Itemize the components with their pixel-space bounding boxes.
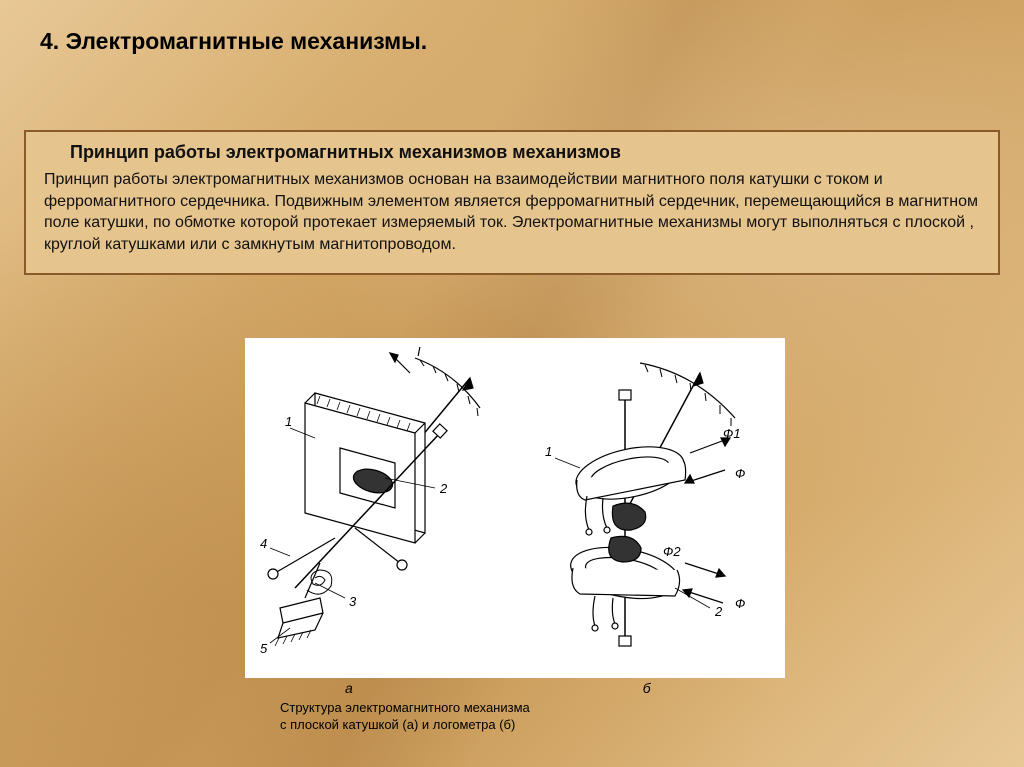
label-2b: 2 bbox=[714, 604, 723, 619]
mechanism-diagram: I 1 2 3 4 5 bbox=[245, 338, 785, 678]
figure-caption: Структура электромагнитного механизма с … bbox=[280, 700, 750, 734]
label-phi-l: Ф bbox=[735, 596, 745, 611]
label-1a: 1 bbox=[285, 414, 292, 429]
diagram-panel: I 1 2 3 4 5 bbox=[245, 338, 785, 678]
label-3a: 3 bbox=[349, 594, 357, 609]
caption-line1: Структура электромагнитного механизма bbox=[280, 700, 750, 717]
page-title: 4. Электромагнитные механизмы. bbox=[40, 28, 427, 55]
principle-body: Принцип работы электромагнитных механизм… bbox=[44, 169, 980, 255]
label-I: I bbox=[417, 344, 421, 359]
label-b: б bbox=[643, 680, 651, 696]
principle-box: Принцип работы электромагнитных механизм… bbox=[24, 130, 1000, 275]
label-4a: 4 bbox=[260, 536, 267, 551]
principle-heading: Принцип работы электромагнитных механизм… bbox=[44, 142, 980, 163]
label-1b: 1 bbox=[545, 444, 552, 459]
label-2a: 2 bbox=[439, 481, 448, 496]
label-phi2: Ф2 bbox=[663, 544, 681, 559]
caption-line2: с плоской катушкой (а) и логометра (б) bbox=[280, 717, 750, 734]
subfigure-labels: а б bbox=[245, 680, 785, 696]
figure-a bbox=[268, 353, 480, 646]
figure-b bbox=[555, 363, 735, 646]
label-5a: 5 bbox=[260, 641, 268, 656]
label-phi-u: Ф bbox=[735, 466, 745, 481]
label-phi1: Ф1 bbox=[723, 426, 741, 441]
label-a: а bbox=[345, 680, 353, 696]
